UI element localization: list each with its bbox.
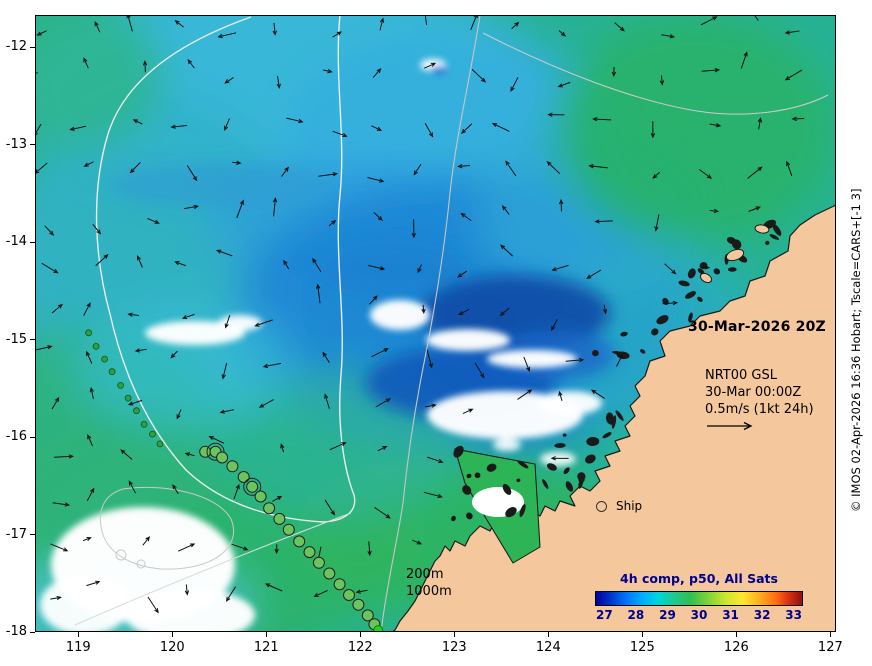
isobath-labels: 200m 1000m <box>406 566 452 600</box>
model-datetime: 30-Mar 00:00Z <box>705 385 802 400</box>
y-tick-label: -17 <box>5 526 27 542</box>
colorbar-tick-label: 27 <box>596 608 613 622</box>
x-tick-label: 119 <box>65 640 91 655</box>
x-tick-label: 124 <box>535 640 561 655</box>
islands <box>451 219 782 522</box>
isobath-1000m-label: 1000m <box>406 584 452 599</box>
x-tick-label: 126 <box>723 640 749 655</box>
x-tickmark <box>265 632 267 637</box>
ship-legend-label: Ship <box>616 499 643 513</box>
x-tickmark <box>359 632 361 637</box>
x-tick-label: 127 <box>817 640 843 655</box>
y-tick-label: -13 <box>5 136 27 152</box>
map-canvas <box>35 15 836 632</box>
y-tick-label: -18 <box>5 624 27 639</box>
x-tickmark <box>171 632 173 637</box>
x-tickmark <box>641 632 643 637</box>
current-scale-arrow-icon <box>707 421 753 431</box>
ship-track <box>85 329 384 632</box>
x-tick-label: 120 <box>159 640 185 655</box>
colorbar-tick-label: 31 <box>722 608 739 622</box>
y-tick-label: -14 <box>5 234 27 250</box>
cloud-gaps <box>40 59 602 632</box>
model-name: NRT00 GSL <box>705 368 777 383</box>
x-tick-label: 125 <box>629 640 655 655</box>
x-tick-label: 121 <box>253 640 279 655</box>
x-tick-label: 122 <box>347 640 373 655</box>
x-tickmark <box>829 632 831 637</box>
x-tick-label: 123 <box>441 640 467 655</box>
y-tick-label: -15 <box>5 331 27 347</box>
colorbar-ticks: 27 28 29 30 31 32 33 <box>595 608 803 622</box>
datetime-label: 30-Mar-2026 20Z <box>688 319 826 335</box>
colorbar: 4h comp, p50, All Sats 27 28 29 30 31 32 33 <box>595 571 803 622</box>
vector-scale-label: 0.5m/s (1kt 24h) <box>705 402 814 417</box>
y-tick-label: -16 <box>5 429 27 445</box>
x-tickmark <box>735 632 737 637</box>
bathymetry-contours <box>74 15 829 632</box>
y-tick-label: -12 <box>5 39 27 55</box>
current-vectors <box>35 15 805 614</box>
ship-legend: Ship <box>596 499 642 513</box>
x-tickmark <box>547 632 549 637</box>
colorbar-tick-label: 32 <box>753 608 771 622</box>
colorbar-title: 4h comp, p50, All Sats <box>620 571 778 586</box>
colorbar-tick-label: 30 <box>690 608 708 622</box>
model-info: NRT00 GSL 30-Mar 00:00Z 0.5m/s (1kt 24h) <box>705 367 814 437</box>
x-tickmark <box>453 632 455 637</box>
colorbar-tick-label: 33 <box>785 608 802 622</box>
ship-marker-icon <box>596 500 607 512</box>
credit-text: © IMOS 02-Apr-2026 16:36 Hobart; Tscale=… <box>849 188 863 512</box>
colorbar-tick-label: 28 <box>627 608 645 622</box>
x-tickmark <box>77 632 79 637</box>
plot-frame <box>35 15 836 632</box>
colorbar-tick-label: 29 <box>659 608 676 622</box>
isobath-200m-label: 200m <box>406 567 444 582</box>
colorbar-gradient <box>595 591 803 606</box>
